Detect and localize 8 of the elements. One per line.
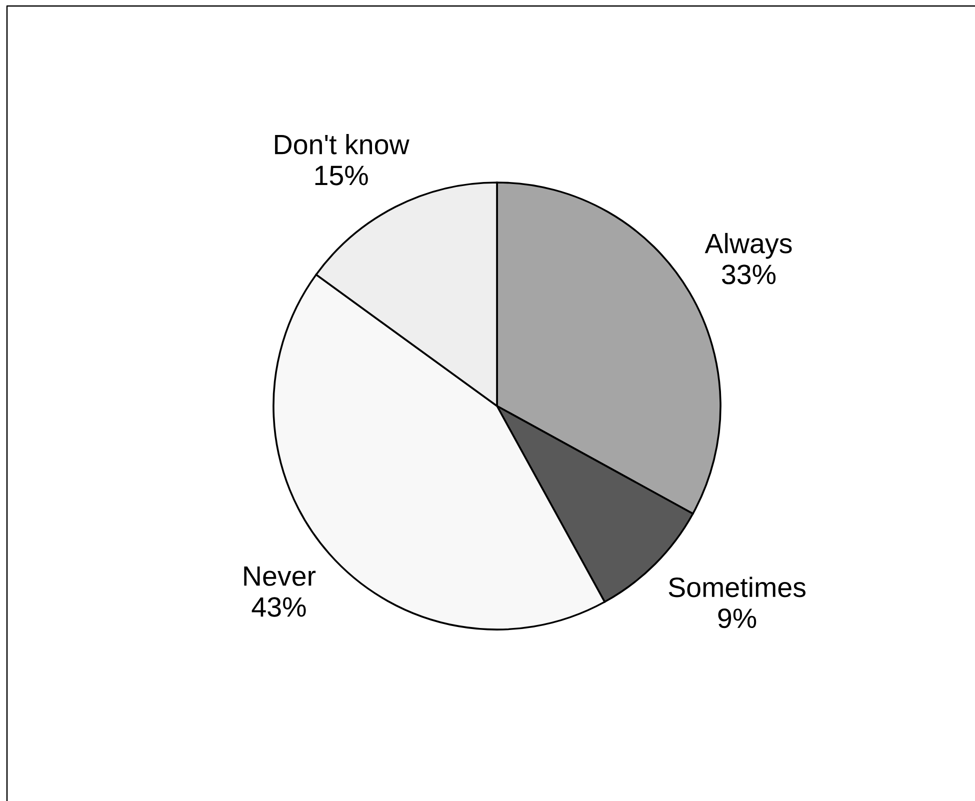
- slice-label: Never: [244, 566, 316, 586]
- data-label: 33%: [722, 264, 776, 284]
- slice-label: Always: [704, 232, 792, 259]
- slice-label: Don't know: [275, 134, 410, 154]
- data-label: 9%: [718, 608, 756, 628]
- data-label: 15%: [315, 166, 368, 186]
- slice-label: Sometimes: [668, 576, 806, 598]
- data-label: 43%: [252, 597, 306, 617]
